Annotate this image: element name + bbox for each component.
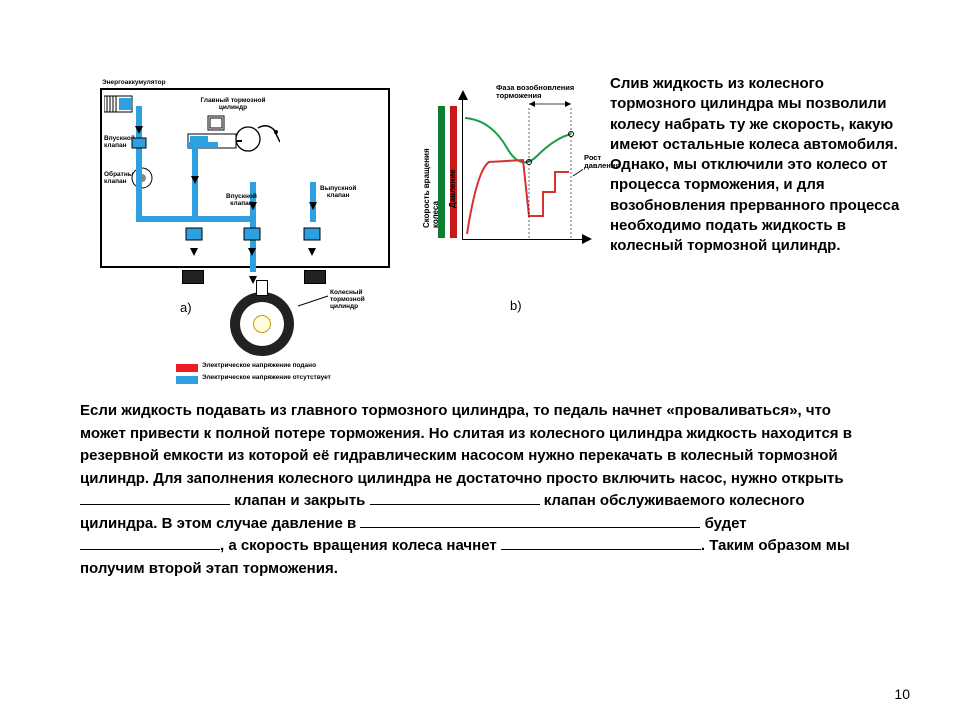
label-energy-accum: Энергоаккумулятор (102, 80, 166, 87)
chart-axes (462, 100, 582, 240)
legend-blue-box (176, 376, 198, 384)
diagram-a-label: a) (180, 300, 192, 315)
label-exhaust: Выпускнойклапан (320, 186, 356, 200)
growth-label: Ростдавления (584, 154, 620, 170)
body-paragraph: Если жидкость подавать из главного тормо… (0, 380, 960, 580)
label-intake-center: Впускнойклапан (226, 194, 257, 208)
legend-red-text: Электрическое напряжение подано (202, 363, 316, 370)
legend-red-box (176, 364, 198, 372)
wheel-icon (230, 292, 294, 356)
phase-label: Фаза возобновленияторможения (496, 84, 574, 100)
ylabel-red: Давление (448, 138, 457, 208)
page-number: 10 (894, 686, 910, 702)
intro-paragraph: Слив жидкость из колесного тормозного ци… (610, 70, 900, 380)
legend-blue-text: Электрическое напряжение отсутствует (202, 375, 331, 382)
label-wheel-cyl: Колесныйтормознойцилиндр (330, 290, 365, 310)
diagram-b-label: b) (510, 298, 522, 313)
ylabel-green: Скорость вращенияколеса (422, 118, 440, 228)
diagram-b: Скорость вращенияколеса Давление (420, 70, 600, 350)
diagram-a: Энергоаккумулятор Главный тормознойцилин… (70, 70, 400, 380)
wheel-cyl-pointer (298, 292, 332, 312)
